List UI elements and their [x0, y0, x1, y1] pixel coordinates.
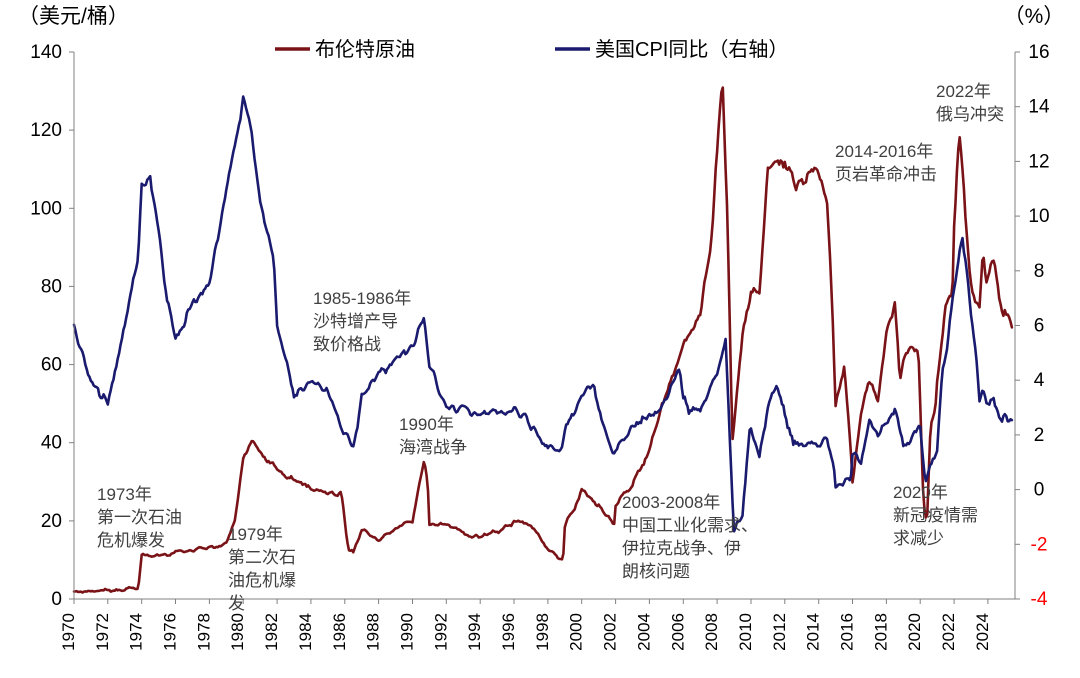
svg-text:8: 8 — [1034, 261, 1045, 282]
svg-text:1973年: 1973年 — [97, 485, 152, 504]
svg-text:20: 20 — [41, 511, 62, 532]
svg-text:俄乌冲突: 俄乌冲突 — [936, 105, 1004, 124]
svg-text:1984: 1984 — [296, 613, 315, 651]
svg-text:2020: 2020 — [905, 613, 924, 651]
svg-text:布伦特原油: 布伦特原油 — [315, 38, 415, 61]
svg-text:新冠疫情需: 新冠疫情需 — [893, 506, 978, 525]
svg-text:海湾战争: 海湾战争 — [399, 438, 467, 457]
svg-text:2000: 2000 — [567, 613, 586, 651]
svg-text:0: 0 — [51, 589, 62, 610]
svg-text:6: 6 — [1034, 316, 1045, 337]
svg-text:2008: 2008 — [702, 613, 721, 651]
svg-text:12: 12 — [1028, 151, 1049, 172]
svg-text:1985-1986年: 1985-1986年 — [313, 289, 411, 308]
svg-text:1992: 1992 — [431, 613, 450, 651]
svg-text:1996: 1996 — [499, 613, 518, 651]
svg-text:朗核问题: 朗核问题 — [622, 562, 690, 581]
svg-text:2018: 2018 — [871, 613, 890, 651]
svg-text:1976: 1976 — [161, 613, 180, 651]
svg-text:1990年: 1990年 — [399, 415, 454, 434]
svg-text:1988: 1988 — [364, 613, 383, 651]
svg-text:1994: 1994 — [465, 613, 484, 651]
svg-text:2003-2008年: 2003-2008年 — [622, 493, 720, 512]
svg-text:1990: 1990 — [398, 613, 417, 651]
svg-text:1978: 1978 — [194, 613, 213, 651]
svg-text:1982: 1982 — [262, 613, 281, 651]
svg-text:1970: 1970 — [59, 613, 78, 651]
svg-text:2014: 2014 — [804, 613, 823, 651]
svg-text:2012: 2012 — [770, 613, 789, 651]
svg-text:-2: -2 — [1031, 534, 1048, 555]
svg-text:页岩革命冲击: 页岩革命冲击 — [835, 165, 937, 184]
svg-text:1986: 1986 — [330, 613, 349, 651]
svg-text:40: 40 — [41, 433, 62, 454]
svg-text:发: 发 — [228, 594, 245, 613]
svg-text:2002: 2002 — [601, 613, 620, 651]
svg-text:沙特增产导: 沙特增产导 — [313, 312, 398, 331]
svg-text:4: 4 — [1034, 370, 1045, 391]
svg-text:伊拉克战争、伊: 伊拉克战争、伊 — [622, 539, 741, 558]
svg-text:第二次石: 第二次石 — [228, 548, 296, 567]
svg-text:1972: 1972 — [93, 613, 112, 651]
svg-text:美国CPI同比（右轴）: 美国CPI同比（右轴） — [595, 38, 788, 61]
svg-text:求减少: 求减少 — [893, 529, 944, 548]
svg-text:2010: 2010 — [736, 613, 755, 651]
svg-text:2022: 2022 — [939, 613, 958, 651]
svg-text:（美元/桶）: （美元/桶） — [18, 5, 129, 28]
svg-text:2014-2016年: 2014-2016年 — [835, 142, 933, 161]
svg-text:（%）: （%） — [1004, 5, 1065, 28]
svg-text:2016: 2016 — [838, 613, 857, 651]
svg-text:2: 2 — [1034, 425, 1045, 446]
svg-text:14: 14 — [1028, 97, 1050, 118]
svg-text:中国工业化需求、: 中国工业化需求、 — [622, 516, 758, 535]
svg-text:第一次石油: 第一次石油 — [97, 508, 182, 527]
svg-text:油危机爆: 油危机爆 — [228, 571, 296, 590]
svg-text:1980: 1980 — [228, 613, 247, 651]
svg-text:危机爆发: 危机爆发 — [97, 531, 165, 550]
svg-text:16: 16 — [1028, 42, 1049, 63]
svg-text:1974: 1974 — [127, 613, 146, 651]
svg-text:2024: 2024 — [973, 613, 992, 651]
svg-text:2006: 2006 — [668, 613, 687, 651]
svg-text:100: 100 — [30, 198, 62, 219]
svg-text:2020年: 2020年 — [893, 483, 948, 502]
svg-text:120: 120 — [30, 120, 62, 141]
svg-text:140: 140 — [30, 42, 62, 63]
svg-text:0: 0 — [1034, 480, 1045, 501]
svg-text:致价格战: 致价格战 — [313, 335, 381, 354]
svg-text:2022年: 2022年 — [936, 82, 991, 101]
svg-text:60: 60 — [41, 355, 62, 376]
svg-text:10: 10 — [1028, 206, 1049, 227]
svg-text:2004: 2004 — [634, 613, 653, 651]
svg-text:80: 80 — [41, 276, 62, 297]
svg-text:1998: 1998 — [533, 613, 552, 651]
svg-text:1979年: 1979年 — [228, 525, 283, 544]
svg-text:-4: -4 — [1031, 589, 1048, 610]
